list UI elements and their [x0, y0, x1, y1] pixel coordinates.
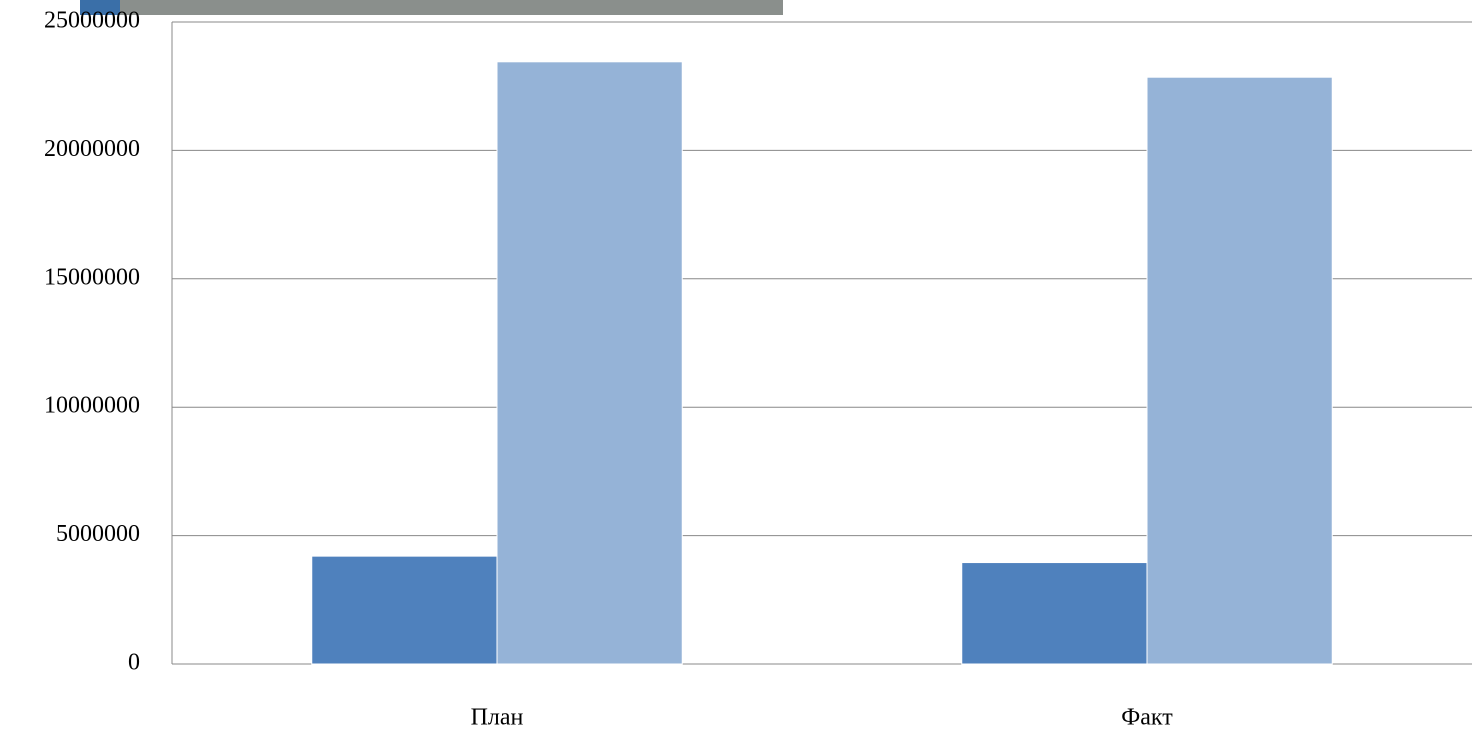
x-tick-label: План [471, 705, 524, 730]
y-tick-label: 20000000 [44, 136, 140, 162]
bar [311, 555, 498, 665]
bar [961, 562, 1148, 665]
y-tick-label: 10000000 [44, 393, 140, 419]
y-tick-label: 15000000 [44, 264, 140, 290]
photo-fragment [80, 0, 783, 15]
bar [496, 61, 683, 665]
y-tick-label: 0 [128, 650, 140, 676]
photo-fragment-detail [80, 0, 120, 15]
y-tick-label: 5000000 [56, 521, 140, 547]
y-tick-label: 25000000 [44, 8, 140, 34]
bar [1146, 76, 1333, 665]
x-tick-label: Факт [1121, 705, 1173, 730]
